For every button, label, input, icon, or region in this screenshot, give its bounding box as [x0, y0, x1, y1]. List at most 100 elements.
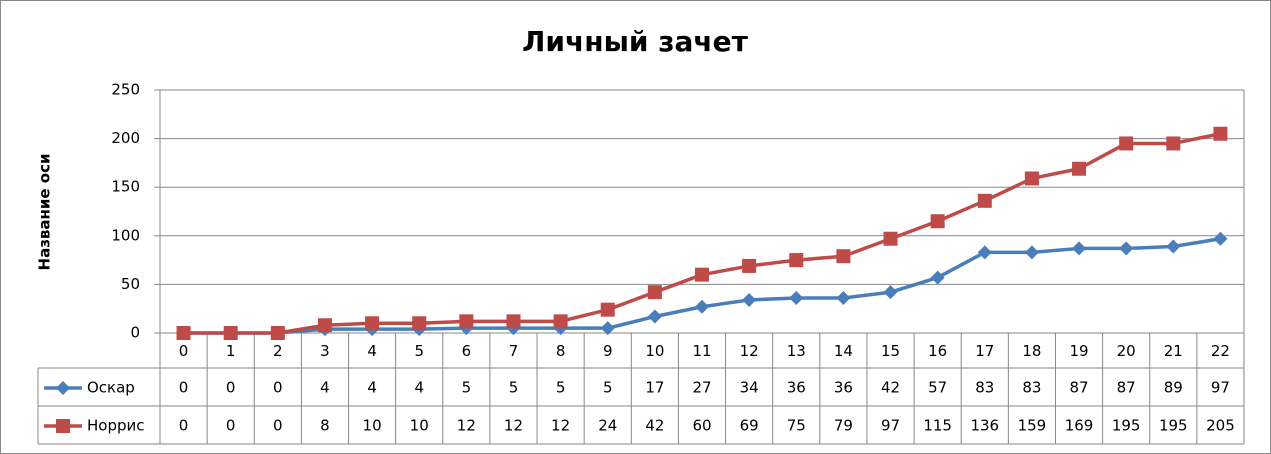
table-value: 115 — [923, 417, 952, 435]
data-point — [1072, 161, 1087, 176]
data-point — [1166, 239, 1181, 254]
table-value: 89 — [1164, 379, 1183, 397]
table-value: 87 — [1117, 379, 1136, 397]
data-point — [600, 321, 615, 336]
table-value: 69 — [740, 417, 759, 435]
data-point — [836, 249, 851, 264]
data-point — [1119, 136, 1134, 151]
data-point — [647, 285, 662, 300]
x-tick-label: 8 — [556, 342, 566, 360]
table-value: 0 — [179, 417, 189, 435]
data-point — [1213, 231, 1228, 246]
table-value: 0 — [179, 379, 189, 397]
table-value: 60 — [692, 417, 711, 435]
x-tick-label: 3 — [320, 342, 330, 360]
x-tick-label: 1 — [226, 342, 236, 360]
table-value: 0 — [226, 379, 236, 397]
data-point — [789, 291, 804, 306]
data-point — [977, 193, 992, 208]
data-point — [1024, 245, 1039, 260]
table-value: 0 — [273, 417, 283, 435]
data-point — [930, 214, 945, 229]
table-value: 0 — [226, 417, 236, 435]
table-value: 4 — [367, 379, 377, 397]
table-value: 83 — [975, 379, 994, 397]
x-tick-label: 15 — [881, 342, 900, 360]
y-tick-label: 150 — [111, 178, 140, 196]
legend-marker — [56, 381, 70, 395]
table-value: 79 — [834, 417, 853, 435]
x-tick-label: 9 — [603, 342, 613, 360]
chart-title: Личный зачет — [522, 25, 749, 58]
x-tick-label: 11 — [692, 342, 711, 360]
data-point — [977, 245, 992, 260]
table-value: 17 — [645, 379, 664, 397]
data-point — [176, 326, 191, 340]
x-tick-label: 16 — [928, 342, 947, 360]
table-value: 205 — [1206, 417, 1235, 435]
data-point — [412, 316, 427, 331]
y-tick-label: 50 — [121, 275, 140, 293]
table-value: 5 — [556, 379, 566, 397]
table-value: 42 — [645, 417, 664, 435]
table-value: 10 — [363, 417, 382, 435]
data-point — [930, 270, 945, 285]
data-point — [600, 302, 615, 317]
data-point — [1119, 241, 1134, 256]
data-point — [742, 292, 757, 307]
data-point — [365, 316, 380, 331]
legend-label: Оскар — [87, 379, 135, 397]
table-value: 10 — [410, 417, 429, 435]
x-tick-label: 17 — [975, 342, 994, 360]
x-tick-label: 22 — [1211, 342, 1230, 360]
data-point — [695, 299, 709, 314]
data-point — [742, 258, 757, 273]
x-tick-label: 7 — [509, 342, 519, 360]
table-value: 4 — [414, 379, 424, 397]
x-tick-label: 13 — [787, 342, 806, 360]
table-value: 4 — [320, 379, 330, 397]
data-point — [695, 267, 709, 282]
table-value: 159 — [1018, 417, 1047, 435]
x-tick-label: 5 — [414, 342, 424, 360]
data-point — [270, 326, 285, 340]
x-tick-label: 0 — [179, 342, 189, 360]
x-tick-label: 10 — [645, 342, 664, 360]
table-value: 5 — [509, 379, 519, 397]
legend-label: Норрис — [87, 417, 145, 435]
table-value: 12 — [551, 417, 570, 435]
data-point — [1072, 241, 1087, 256]
x-tick-label: 12 — [740, 342, 759, 360]
table-value: 27 — [692, 379, 711, 397]
x-tick-label: 18 — [1022, 342, 1041, 360]
x-tick-label: 6 — [462, 342, 472, 360]
data-point — [1024, 171, 1039, 186]
table-value: 75 — [787, 417, 806, 435]
table-value: 24 — [598, 417, 617, 435]
table-value: 5 — [462, 379, 472, 397]
table-value: 5 — [603, 379, 613, 397]
y-tick-label: 0 — [130, 324, 140, 342]
table-value: 8 — [320, 417, 330, 435]
table-value: 12 — [504, 417, 523, 435]
data-point — [553, 314, 568, 329]
y-tick-label: 100 — [111, 226, 140, 244]
x-tick-label: 14 — [834, 342, 853, 360]
data-point — [317, 318, 332, 333]
table-value: 87 — [1069, 379, 1088, 397]
legend-marker — [56, 419, 70, 433]
table-value: 12 — [457, 417, 476, 435]
data-point — [789, 253, 804, 268]
data-point — [223, 326, 238, 340]
data-point — [647, 309, 662, 324]
data-point — [1166, 136, 1181, 151]
table-value: 195 — [1159, 417, 1188, 435]
x-tick-label: 4 — [367, 342, 377, 360]
data-point — [1213, 126, 1228, 141]
x-tick-label: 20 — [1117, 342, 1136, 360]
y-axis-label: Название оси — [36, 154, 54, 271]
table-value: 57 — [928, 379, 947, 397]
y-tick-label: 250 — [111, 81, 140, 99]
